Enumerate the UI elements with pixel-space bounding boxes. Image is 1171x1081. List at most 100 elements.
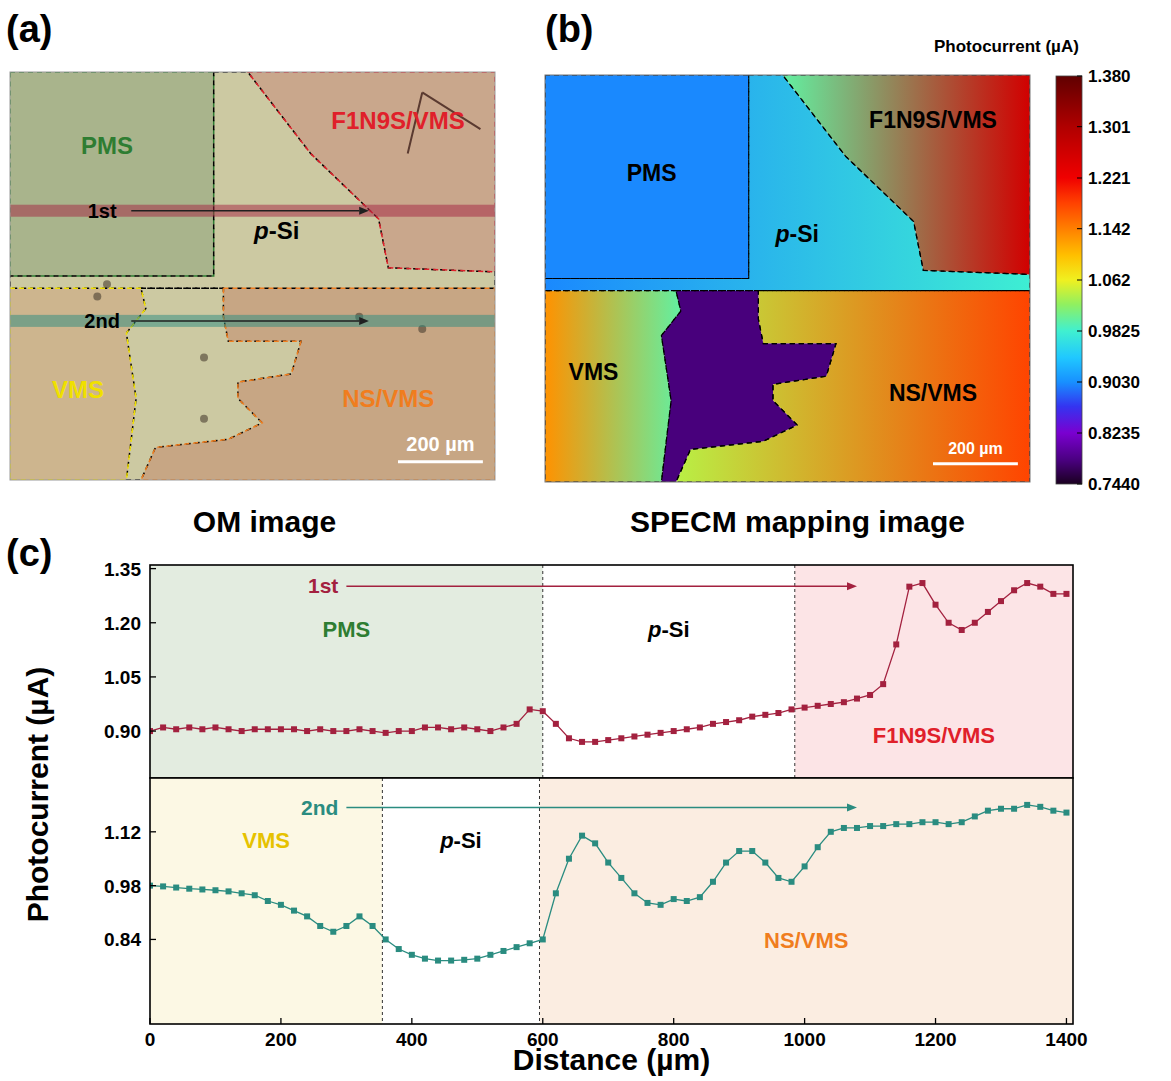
- marker: [815, 703, 821, 709]
- marker: [356, 913, 362, 919]
- om-region: [10, 72, 495, 288]
- region-label: PMS: [323, 617, 371, 642]
- scale-bar: [398, 460, 483, 463]
- x-tick: [149, 1018, 150, 1024]
- marker: [330, 929, 336, 935]
- marker: [265, 726, 271, 732]
- marker: [789, 879, 795, 885]
- marker: [933, 819, 939, 825]
- marker: [631, 890, 637, 896]
- marker: [919, 580, 925, 586]
- colorbar-tick: [1077, 382, 1082, 383]
- x-tick-label: 1200: [914, 1029, 956, 1050]
- om-background: [10, 72, 495, 480]
- series-label: 2nd: [301, 796, 338, 819]
- marker: [880, 823, 886, 829]
- region-band: [150, 778, 382, 1024]
- marker: [514, 944, 520, 950]
- marker: [880, 681, 886, 687]
- panel-label: (b): [545, 8, 594, 50]
- marker: [972, 813, 978, 819]
- marker: [710, 721, 716, 727]
- marker: [409, 952, 415, 958]
- y-tick: [150, 939, 156, 940]
- y-tick: [150, 568, 156, 569]
- marker: [514, 721, 520, 727]
- colorbar-tick: [1077, 433, 1082, 434]
- marker: [239, 890, 245, 896]
- marker: [946, 821, 952, 827]
- x-tick: [673, 1018, 674, 1024]
- scan-line: [10, 315, 495, 327]
- marker: [762, 860, 768, 866]
- x-tick: [935, 1018, 936, 1024]
- y-tick-label: 0.84: [104, 929, 141, 950]
- region-band: [795, 565, 1073, 778]
- marker: [383, 936, 389, 942]
- marker: [618, 735, 624, 741]
- marker: [1050, 591, 1056, 597]
- y-tick: [150, 622, 156, 623]
- region-outline: [783, 75, 1030, 274]
- marker: [1011, 587, 1017, 593]
- scale-bar: [933, 462, 1018, 465]
- x-axis-title: Distance (µm): [513, 1043, 710, 1076]
- region-boundary: [382, 778, 383, 1024]
- marker: [527, 940, 533, 946]
- scan-arrow-head: [847, 804, 857, 812]
- marker: [252, 892, 258, 898]
- marker: [173, 885, 179, 891]
- marker: [841, 699, 847, 705]
- marker: [775, 710, 781, 716]
- marker: [1037, 584, 1043, 590]
- om-region: [10, 72, 214, 276]
- marker: [186, 724, 192, 730]
- marker: [317, 923, 323, 929]
- marker: [540, 936, 546, 942]
- region-label: F1N9S/VMS: [873, 723, 995, 748]
- marker: [998, 806, 1004, 812]
- marker: [658, 730, 664, 736]
- panel-label: (a): [6, 8, 52, 50]
- marker: [1037, 804, 1043, 810]
- marker: [671, 728, 677, 734]
- marker: [435, 724, 441, 730]
- marker: [645, 900, 651, 906]
- marker: [618, 875, 624, 881]
- marker: [828, 701, 834, 707]
- marker: [448, 726, 454, 732]
- defect: [200, 415, 208, 423]
- marker: [710, 879, 716, 885]
- region-band: [539, 778, 1073, 1024]
- map-region: [661, 291, 836, 482]
- x-tick: [411, 1018, 412, 1024]
- marker: [500, 724, 506, 730]
- marker: [199, 886, 205, 892]
- marker: [317, 726, 323, 732]
- scale-bar-label: 200 µm: [406, 433, 474, 455]
- marker: [448, 958, 454, 964]
- om-image: [10, 72, 495, 480]
- colorbar-tick-label: 0.9030: [1088, 373, 1140, 392]
- colorbar: [1056, 76, 1082, 484]
- scan-line: [10, 205, 495, 217]
- region-label: F1N9S/VMS: [331, 107, 464, 134]
- scale-bar-label: 200 µm: [948, 440, 1003, 457]
- region-band: [150, 565, 543, 778]
- map-region: [545, 75, 1030, 291]
- marker: [343, 728, 349, 734]
- scan-arrow-head: [847, 582, 857, 590]
- defect: [200, 354, 208, 362]
- region-label: NS/VMS: [342, 385, 434, 412]
- colorbar-tick: [1077, 280, 1082, 281]
- y-tick: [150, 831, 156, 832]
- marker: [252, 726, 258, 732]
- region-outline: [10, 72, 495, 288]
- marker: [566, 856, 572, 862]
- y-axis-title: Photocurrent (µA): [21, 667, 54, 923]
- colorbar-tick-label: 1.142: [1088, 220, 1131, 239]
- marker: [631, 733, 637, 739]
- region-label: VMS: [52, 376, 104, 403]
- region-outline: [676, 291, 1030, 482]
- colorbar-tick: [1077, 126, 1082, 127]
